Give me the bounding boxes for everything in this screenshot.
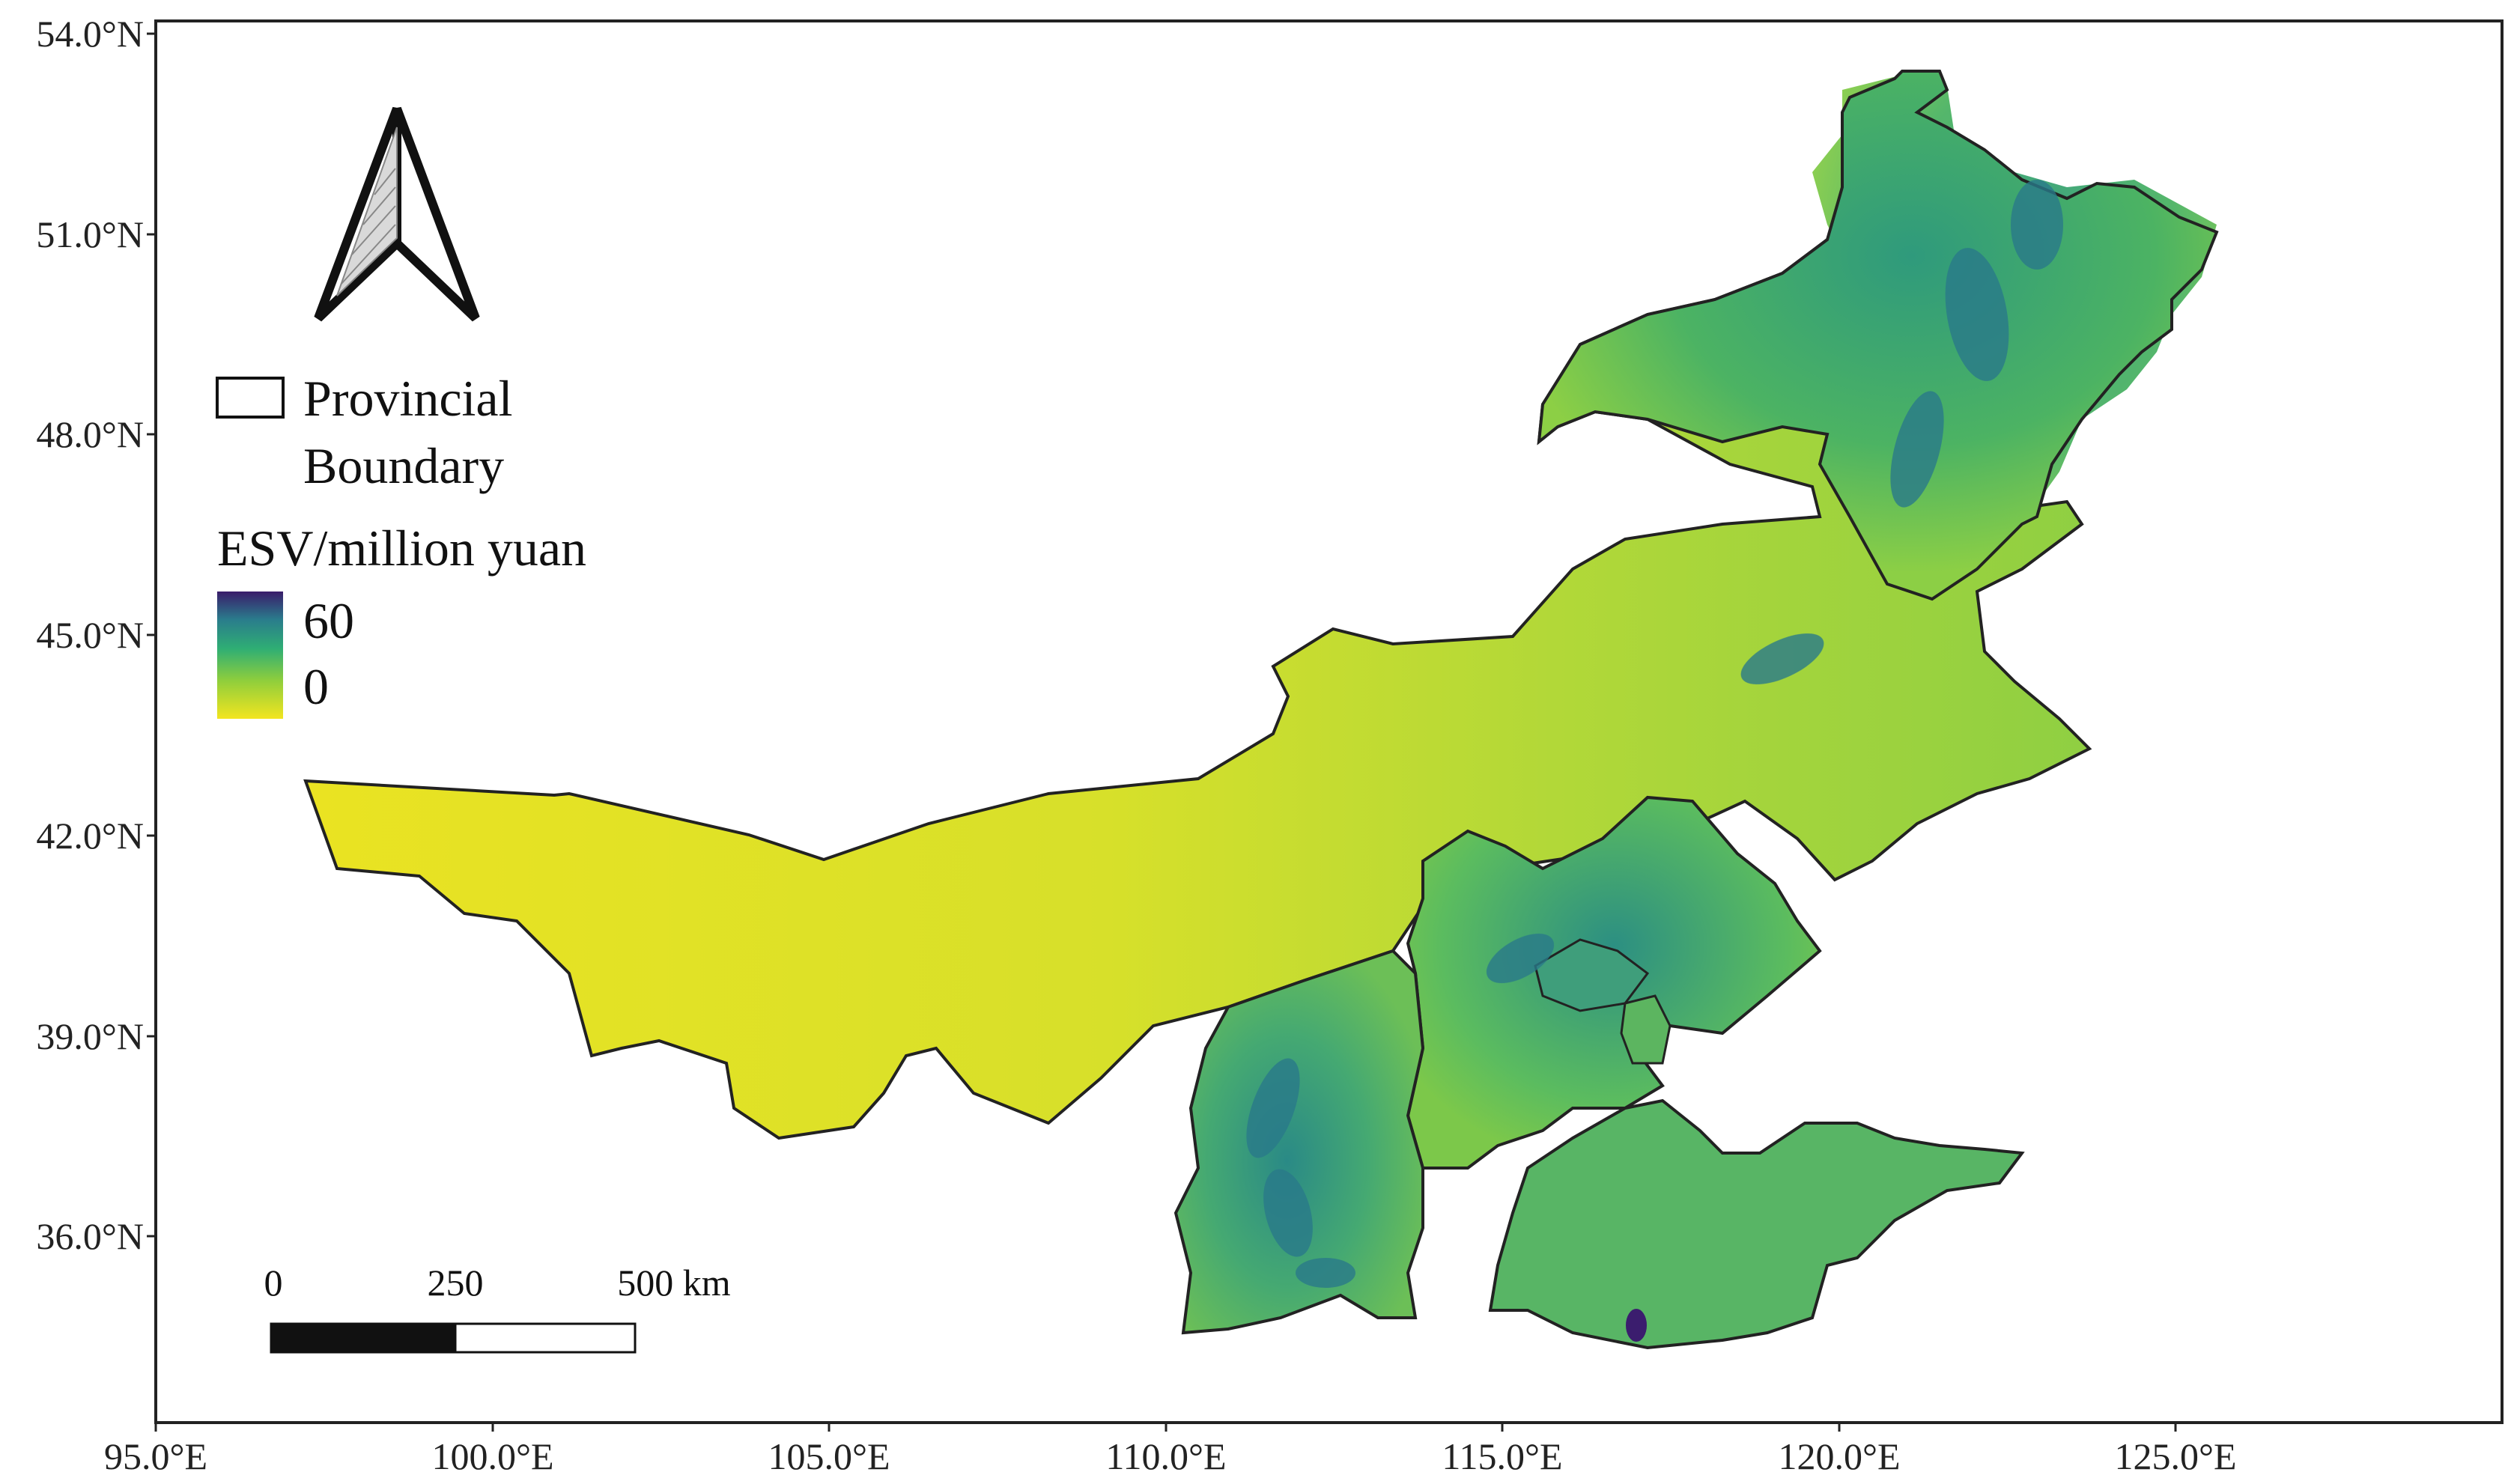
shanxi-region — [1173, 949, 1425, 1335]
colorbar-min-label: 0 — [303, 658, 329, 715]
boundary-legend-label-2: Boundary — [303, 437, 504, 494]
beijing-region — [1534, 938, 1650, 1012]
lat-label-54: 54.0°N — [36, 13, 144, 55]
colorbar-max-label: 60 — [303, 592, 354, 649]
lat-label-45: 45.0°N — [36, 614, 144, 656]
lon-label-105: 105.0°E — [768, 1435, 890, 1477]
lat-label-39: 39.0°N — [36, 1015, 144, 1057]
lat-label-51: 51.0°N — [36, 213, 144, 255]
lon-label-100: 100.0°E — [431, 1435, 553, 1477]
lon-label-95: 95.0°E — [104, 1435, 207, 1477]
lon-label-115: 115.0°E — [1442, 1435, 1562, 1477]
water-patch — [1626, 1309, 1647, 1342]
scale-label-500: 500 km — [617, 1262, 731, 1304]
lon-label-125: 125.0°E — [2114, 1435, 2236, 1477]
lon-label-110: 110.0°E — [1105, 1435, 1226, 1477]
colorbar — [217, 592, 283, 719]
latitude-axis: 54.0°N 51.0°N 48.0°N 45.0°N 42.0°N 39.0°… — [36, 13, 156, 1257]
longitude-axis: 95.0°E 100.0°E 105.0°E 110.0°E 115.0°E 1… — [104, 1423, 2237, 1477]
colorbar-title: ESV/million yuan — [217, 520, 586, 577]
boundary-legend-swatch — [216, 377, 285, 419]
high-esv-patches — [1246, 180, 2063, 1288]
scale-label-0: 0 — [264, 1262, 283, 1304]
northeast-tip-outline — [1537, 70, 2219, 601]
scale-label-250: 250 — [428, 1262, 484, 1304]
inner-mongolia-region — [303, 185, 2092, 1140]
lat-label-48: 48.0°N — [36, 413, 144, 455]
scale-bar: 0 250 500 km — [264, 1262, 731, 1354]
map-frame — [154, 19, 2504, 1424]
north-arrow-icon — [314, 106, 480, 322]
lat-label-42: 42.0°N — [36, 815, 144, 857]
lat-label-36: 36.0°N — [36, 1215, 144, 1257]
tianjin-region — [1620, 994, 1672, 1065]
shandong-region — [1488, 1098, 2025, 1350]
lon-label-120: 120.0°E — [1778, 1435, 1900, 1477]
boundary-legend-label-1: Provincial — [303, 370, 513, 427]
